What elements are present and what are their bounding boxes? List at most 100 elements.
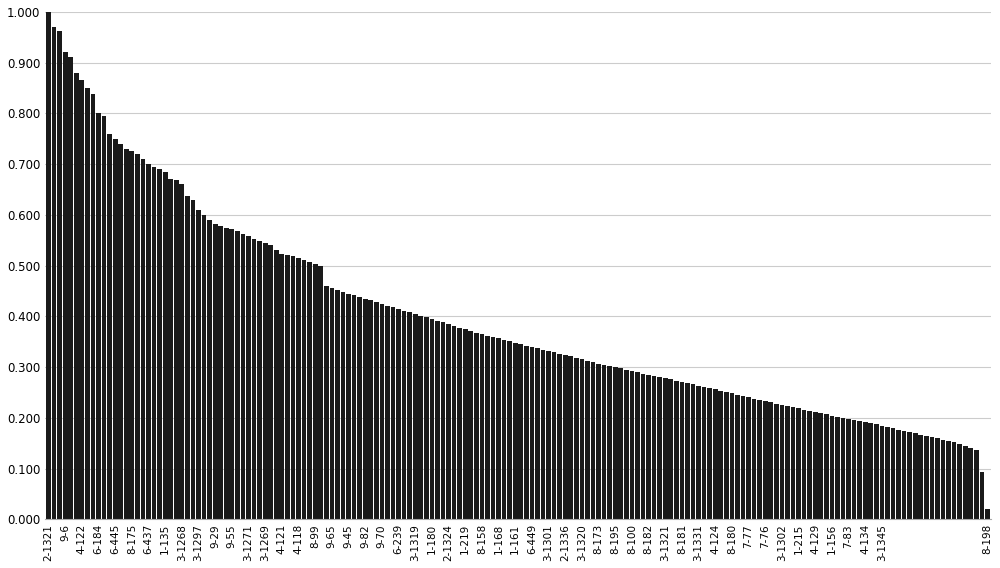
- Bar: [341, 292, 345, 519]
- Bar: [824, 414, 829, 519]
- Bar: [74, 73, 79, 519]
- Bar: [552, 352, 556, 519]
- Bar: [418, 316, 423, 519]
- Bar: [113, 139, 118, 519]
- Bar: [457, 328, 462, 519]
- Bar: [152, 166, 156, 519]
- Bar: [624, 370, 629, 519]
- Bar: [985, 509, 990, 519]
- Bar: [768, 402, 773, 519]
- Bar: [841, 418, 845, 519]
- Bar: [335, 290, 340, 519]
- Bar: [702, 387, 706, 519]
- Bar: [607, 366, 612, 519]
- Bar: [435, 321, 440, 519]
- Bar: [757, 399, 762, 519]
- Bar: [541, 350, 545, 519]
- Bar: [513, 343, 518, 519]
- Bar: [752, 399, 756, 519]
- Bar: [79, 81, 84, 519]
- Bar: [796, 408, 801, 519]
- Bar: [924, 436, 929, 519]
- Bar: [502, 340, 506, 519]
- Bar: [518, 344, 523, 519]
- Bar: [57, 31, 62, 519]
- Bar: [174, 181, 179, 519]
- Bar: [385, 306, 390, 519]
- Bar: [357, 297, 362, 519]
- Bar: [63, 52, 68, 519]
- Bar: [196, 210, 201, 519]
- Bar: [491, 337, 495, 519]
- Bar: [213, 224, 218, 519]
- Bar: [124, 149, 129, 519]
- Bar: [91, 94, 95, 519]
- Bar: [146, 164, 151, 519]
- Bar: [930, 437, 934, 519]
- Bar: [907, 432, 912, 519]
- Bar: [85, 88, 90, 519]
- Bar: [257, 241, 262, 519]
- Bar: [963, 446, 968, 519]
- Bar: [818, 414, 823, 519]
- Bar: [874, 424, 879, 519]
- Bar: [352, 295, 356, 519]
- Bar: [918, 435, 923, 519]
- Bar: [496, 338, 501, 519]
- Bar: [96, 114, 101, 519]
- Bar: [535, 348, 540, 519]
- Bar: [530, 347, 534, 519]
- Bar: [585, 361, 590, 519]
- Bar: [241, 234, 245, 519]
- Bar: [980, 471, 984, 519]
- Bar: [407, 312, 412, 519]
- Bar: [157, 169, 162, 519]
- Bar: [741, 396, 745, 519]
- Bar: [430, 319, 434, 519]
- Bar: [224, 228, 229, 519]
- Bar: [807, 411, 812, 519]
- Bar: [968, 448, 973, 519]
- Bar: [302, 260, 306, 519]
- Bar: [452, 326, 456, 519]
- Bar: [46, 12, 51, 519]
- Bar: [68, 57, 73, 519]
- Bar: [202, 215, 206, 519]
- Bar: [563, 356, 568, 519]
- Bar: [868, 423, 873, 519]
- Bar: [229, 229, 234, 519]
- Bar: [368, 300, 373, 519]
- Bar: [735, 395, 740, 519]
- Bar: [474, 333, 479, 519]
- Bar: [830, 416, 834, 519]
- Bar: [591, 362, 595, 519]
- Bar: [674, 381, 679, 519]
- Bar: [129, 152, 134, 519]
- Bar: [802, 410, 806, 519]
- Bar: [641, 374, 645, 519]
- Bar: [402, 311, 406, 519]
- Bar: [291, 257, 295, 519]
- Bar: [396, 309, 401, 519]
- Bar: [668, 379, 673, 519]
- Bar: [774, 404, 779, 519]
- Bar: [602, 365, 606, 519]
- Bar: [896, 429, 901, 519]
- Bar: [835, 417, 840, 519]
- Bar: [657, 377, 662, 519]
- Bar: [252, 239, 256, 519]
- Bar: [852, 420, 856, 519]
- Bar: [696, 386, 701, 519]
- Bar: [191, 200, 195, 519]
- Bar: [318, 266, 323, 519]
- Bar: [391, 307, 395, 519]
- Bar: [179, 185, 184, 519]
- Bar: [763, 401, 768, 519]
- Bar: [863, 423, 868, 519]
- Bar: [446, 324, 451, 519]
- Bar: [235, 231, 240, 519]
- Bar: [718, 391, 723, 519]
- Bar: [107, 133, 112, 519]
- Bar: [268, 245, 273, 519]
- Bar: [730, 394, 734, 519]
